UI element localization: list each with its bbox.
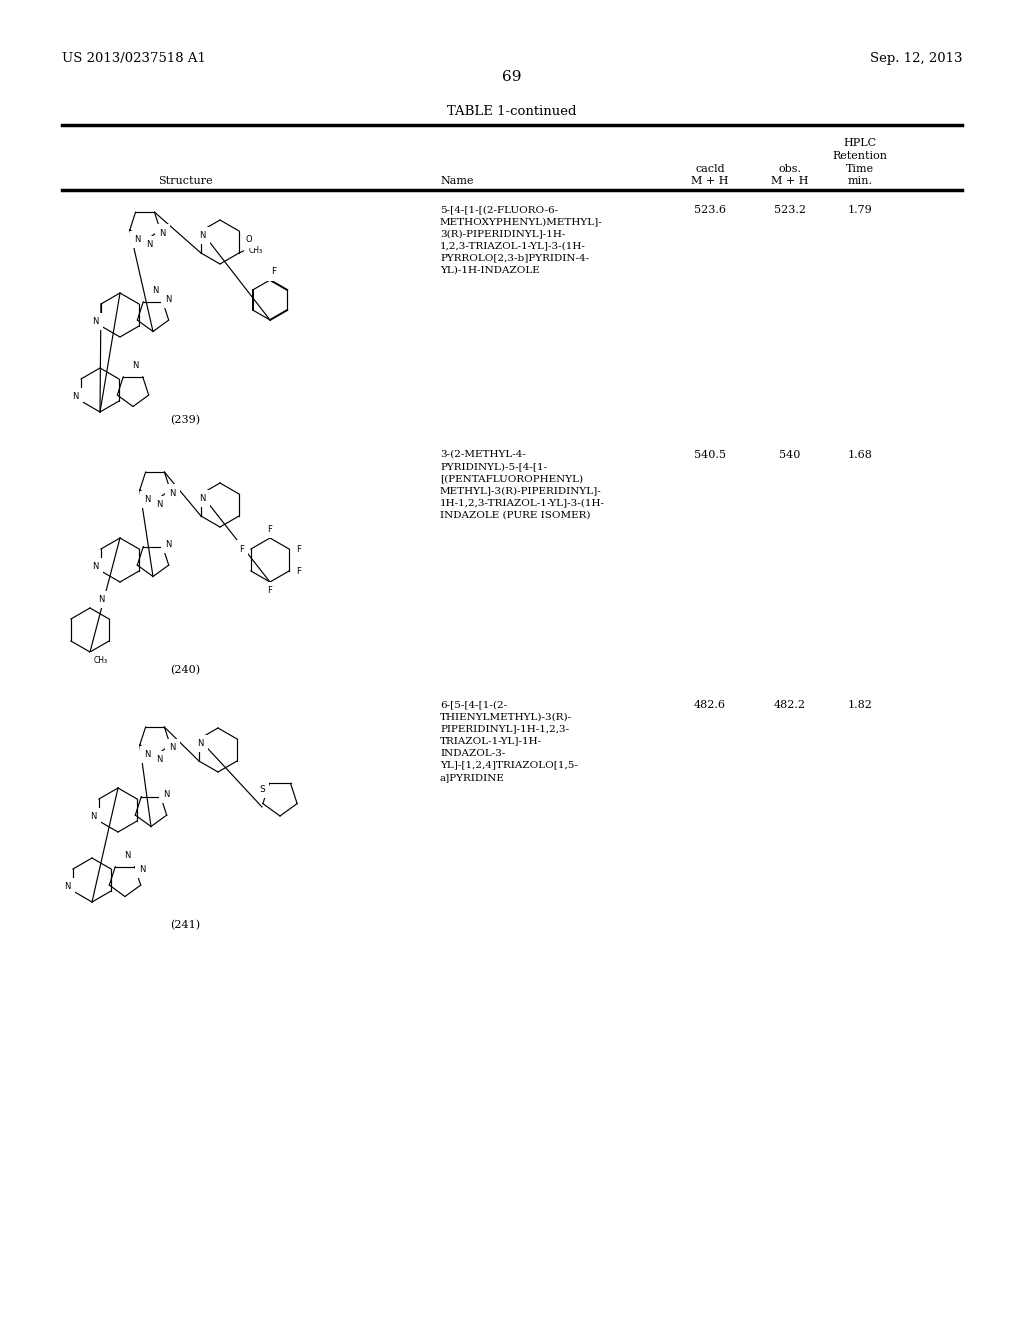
- Text: Time: Time: [846, 164, 874, 174]
- Text: F: F: [271, 268, 276, 276]
- Text: N: N: [143, 750, 151, 759]
- Text: N: N: [152, 286, 159, 296]
- Text: N: N: [134, 235, 140, 244]
- Text: Sep. 12, 2013: Sep. 12, 2013: [869, 51, 962, 65]
- Text: F: F: [239, 544, 244, 553]
- Text: N: N: [73, 392, 79, 401]
- Text: N: N: [160, 228, 166, 238]
- Text: min.: min.: [848, 176, 872, 186]
- Text: N: N: [157, 500, 163, 508]
- Text: HPLC: HPLC: [844, 139, 877, 148]
- Text: N: N: [92, 317, 99, 326]
- Text: 69: 69: [502, 70, 522, 84]
- Text: CH₃: CH₃: [94, 656, 109, 665]
- Text: N: N: [198, 739, 204, 748]
- Text: N: N: [143, 495, 151, 504]
- Text: 540.5: 540.5: [694, 450, 726, 459]
- Text: F: F: [296, 566, 301, 576]
- Text: S: S: [259, 784, 265, 793]
- Text: O: O: [246, 235, 252, 244]
- Text: 523.6: 523.6: [694, 205, 726, 215]
- Text: N: N: [132, 362, 138, 371]
- Text: N: N: [90, 812, 97, 821]
- Text: F: F: [267, 525, 272, 533]
- Text: N: N: [165, 540, 172, 549]
- Text: TABLE 1-continued: TABLE 1-continued: [447, 106, 577, 117]
- Text: N: N: [139, 865, 145, 874]
- Text: N: N: [169, 488, 176, 498]
- Text: N: N: [165, 296, 172, 304]
- Text: CH₃: CH₃: [248, 247, 262, 255]
- Text: (241): (241): [170, 920, 200, 931]
- Text: Retention: Retention: [833, 150, 888, 161]
- Text: F: F: [296, 544, 301, 553]
- Text: N: N: [163, 791, 170, 799]
- Text: N: N: [92, 562, 99, 572]
- Text: 482.6: 482.6: [694, 700, 726, 710]
- Text: N: N: [157, 755, 163, 764]
- Text: 5-[4-[1-[(2-FLUORO-6-
METHOXYPHENYL)METHYL]-
3(R)-PIPERIDINYL]-1H-
1,2,3-TRIAZOL: 5-[4-[1-[(2-FLUORO-6- METHOXYPHENYL)METH…: [440, 205, 603, 275]
- Text: Structure: Structure: [158, 176, 212, 186]
- Text: 523.2: 523.2: [774, 205, 806, 215]
- Text: 1.79: 1.79: [848, 205, 872, 215]
- Text: US 2013/0237518 A1: US 2013/0237518 A1: [62, 51, 206, 65]
- Text: Name: Name: [440, 176, 473, 186]
- Text: N: N: [200, 494, 206, 503]
- Text: (240): (240): [170, 665, 200, 676]
- Text: N: N: [124, 851, 130, 861]
- Text: 1.68: 1.68: [848, 450, 872, 459]
- Text: M + H: M + H: [691, 176, 729, 186]
- Text: obs.: obs.: [778, 164, 802, 174]
- Text: 1.82: 1.82: [848, 700, 872, 710]
- Text: N: N: [200, 231, 206, 240]
- Text: 482.2: 482.2: [774, 700, 806, 710]
- Text: N: N: [169, 743, 176, 752]
- Text: 540: 540: [779, 450, 801, 459]
- Text: 3-(2-METHYL-4-
PYRIDINYL)-5-[4-[1-
[(PENTAFLUOROPHENYL)
METHYL]-3(R)-PIPERIDINYL: 3-(2-METHYL-4- PYRIDINYL)-5-[4-[1- [(PEN…: [440, 450, 605, 520]
- Text: (239): (239): [170, 414, 200, 425]
- Text: M + H: M + H: [771, 176, 809, 186]
- Text: N: N: [146, 240, 153, 248]
- Text: F: F: [267, 586, 272, 595]
- Text: N: N: [65, 882, 71, 891]
- Text: N: N: [98, 595, 104, 603]
- Text: cacld: cacld: [695, 164, 725, 174]
- Text: 6-[5-[4-[1-(2-
THIENYLMETHYL)-3(R)-
PIPERIDINYL]-1H-1,2,3-
TRIAZOL-1-YL]-1H-
IND: 6-[5-[4-[1-(2- THIENYLMETHYL)-3(R)- PIPE…: [440, 700, 578, 781]
